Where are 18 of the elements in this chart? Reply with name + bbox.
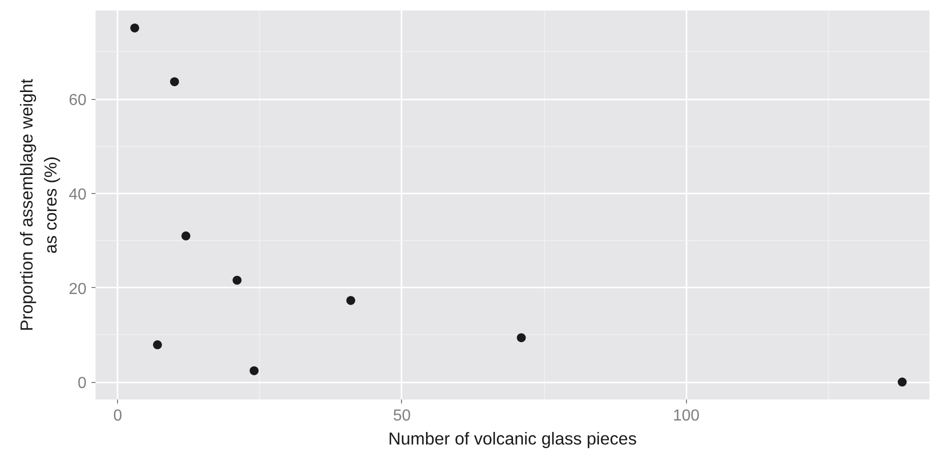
x-axis-title: Number of volcanic glass pieces xyxy=(388,428,638,448)
y-axis-title: Proportion of assemblage weight as cores (%) xyxy=(16,78,61,332)
point xyxy=(250,366,259,376)
y-tick-label: 0 xyxy=(78,375,87,392)
point xyxy=(516,333,526,342)
point xyxy=(232,276,242,285)
x-tick-label: 0 xyxy=(113,408,122,424)
point xyxy=(152,340,162,350)
point xyxy=(181,231,190,240)
point xyxy=(170,77,180,86)
x-tick-label: 100 xyxy=(672,408,700,424)
point xyxy=(346,296,356,305)
y-tick-label: 60 xyxy=(68,92,87,110)
y-tick-label: 40 xyxy=(68,186,87,204)
point xyxy=(130,23,140,32)
y-tick-label: 20 xyxy=(68,280,87,298)
x-tick-label: 50 xyxy=(393,408,411,424)
point xyxy=(898,378,907,387)
